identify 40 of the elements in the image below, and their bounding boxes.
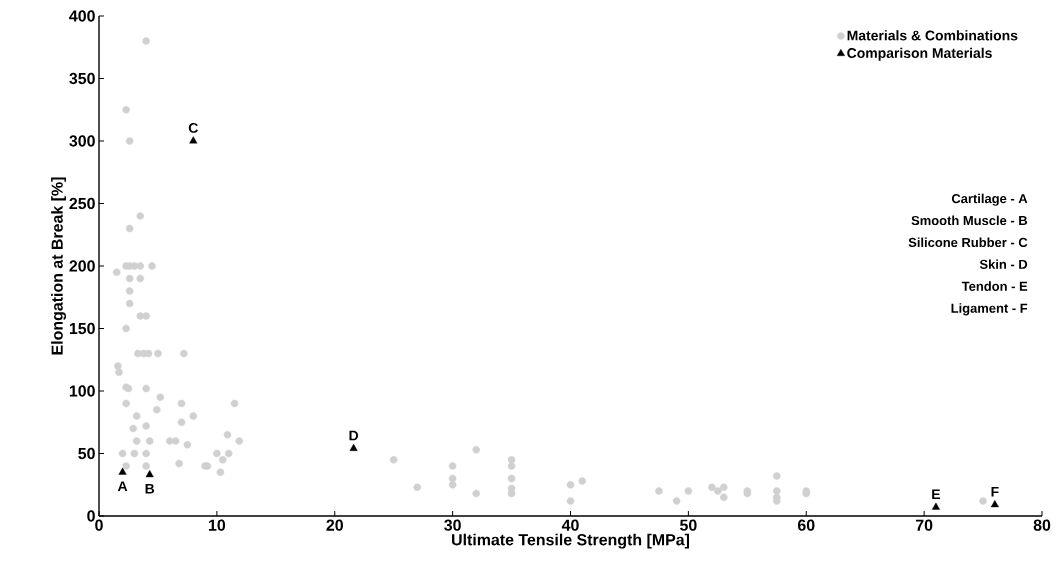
annotation: Smooth Muscle - B: [911, 215, 1028, 226]
annotation: Silicone Rubber - C: [908, 237, 1028, 248]
point: [931, 502, 940, 510]
x-tick-label: 40: [561, 519, 579, 531]
x-tick-label: 10: [209, 519, 226, 531]
y-axis-title: Elongation at Break [%]: [51, 177, 67, 355]
annotation: E: [932, 489, 941, 500]
point: [118, 467, 127, 475]
point: [349, 443, 358, 451]
annotation: B: [145, 483, 155, 494]
point: [990, 500, 999, 508]
x-tick-label: 60: [797, 519, 815, 531]
y-tick-label: 400: [69, 10, 95, 22]
x-tick-label: 70: [915, 519, 933, 531]
x-axis-title: Ultimate Tensile Strength [MPa]: [452, 533, 690, 549]
x-tick-label: 80: [1033, 519, 1051, 531]
annotation: Cartilage - A: [951, 193, 1028, 206]
annotation: Tendon - E: [961, 281, 1028, 291]
y-tick-label: 350: [69, 72, 95, 85]
annotation: D: [349, 430, 359, 441]
annotation: F: [991, 486, 999, 497]
x-tick-label: 0: [95, 519, 103, 531]
point: [189, 136, 198, 144]
y-tick-label: 250: [69, 197, 95, 210]
legend-label: Materials & Combinations: [847, 30, 1018, 41]
y-tick-label: 200: [69, 260, 95, 272]
annotation: C: [188, 122, 198, 133]
y-tick-label: 150: [69, 322, 95, 335]
point: [145, 470, 154, 478]
legend-label: Comparison Materials: [847, 47, 992, 61]
y-tick-label: 100: [69, 385, 95, 397]
annotation: A: [117, 481, 128, 492]
y-tick-label: 0: [87, 510, 95, 522]
annotation: Ligament - F: [951, 303, 1028, 316]
x-tick-label: 50: [680, 519, 697, 531]
x-tick-label: 30: [444, 519, 461, 531]
y-tick-label: 50: [78, 447, 95, 460]
y-tick-label: 300: [69, 135, 95, 147]
x-tick-label: 20: [326, 519, 343, 531]
annotation: Skin - D: [979, 259, 1028, 269]
